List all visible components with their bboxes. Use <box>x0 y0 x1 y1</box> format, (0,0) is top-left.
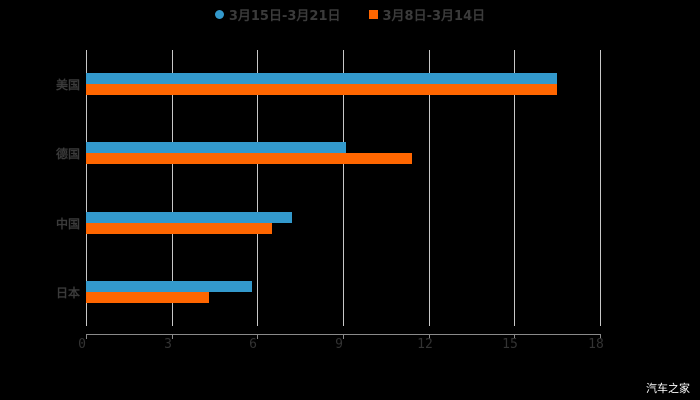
x-axis-tick <box>343 334 344 339</box>
bar-series-1[interactable] <box>86 73 557 84</box>
bar-series-2[interactable] <box>86 84 557 95</box>
legend-label-series-1: 3月15日-3月21日 <box>228 8 341 24</box>
bar-series-1[interactable] <box>86 211 292 223</box>
series-1-swatch-icon <box>214 9 224 19</box>
gridline <box>172 50 173 326</box>
x-tick-label: 15 <box>502 337 518 352</box>
bar-series-1[interactable] <box>86 142 346 154</box>
bar-series-2[interactable] <box>86 222 272 234</box>
x-axis-line <box>86 334 600 335</box>
x-tick-label: 0 <box>78 337 86 352</box>
bar-series-2[interactable] <box>86 153 412 165</box>
x-tick-label: 9 <box>335 337 343 352</box>
series-2-swatch-icon <box>368 9 378 19</box>
x-axis-tick <box>514 334 515 339</box>
x-axis-tick <box>600 334 601 339</box>
x-tick-label: 18 <box>588 337 604 352</box>
legend-label-series-2: 3月8日-3月14日 <box>382 8 486 24</box>
x-axis-tick <box>172 334 173 339</box>
gridline <box>86 50 87 326</box>
x-axis-tick <box>86 334 87 339</box>
category-label: 日本 <box>55 285 80 300</box>
gridline <box>429 50 430 326</box>
watermark: 汽车之家 <box>646 382 690 395</box>
x-tick-label: 3 <box>164 337 172 352</box>
chart-legend: 3月15日-3月21日 3月8日-3月14日 <box>0 4 700 24</box>
bar-series-2[interactable] <box>86 291 209 303</box>
legend-item-series-1[interactable]: 3月15日-3月21日 <box>214 4 341 24</box>
gridline <box>343 50 344 326</box>
x-axis-tick <box>257 334 258 339</box>
x-axis-tick <box>429 334 430 339</box>
category-label: 美国 <box>55 78 80 92</box>
gridline <box>514 50 515 326</box>
gridline <box>600 50 601 326</box>
category-label: 中国 <box>55 216 80 231</box>
category-label: 德国 <box>55 147 80 162</box>
gridline <box>257 50 258 326</box>
bar-series-1[interactable] <box>86 280 252 292</box>
legend-item-series-2[interactable]: 3月8日-3月14日 <box>368 4 486 24</box>
x-tick-label: 12 <box>417 337 433 352</box>
x-tick-label: 6 <box>249 337 257 352</box>
